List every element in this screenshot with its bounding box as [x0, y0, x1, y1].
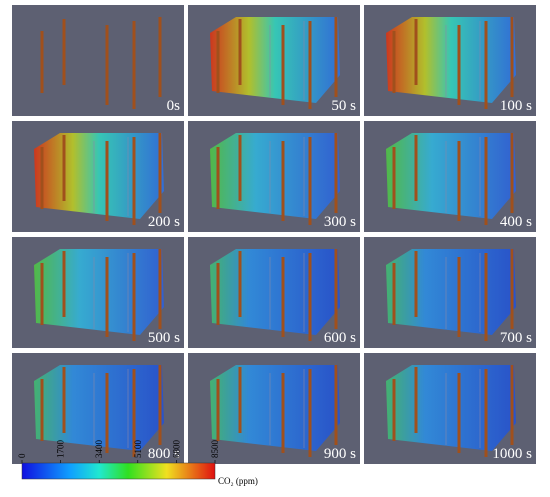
co2-volume [386, 133, 516, 219]
time-label: 500 s [148, 330, 180, 346]
time-label: 200 s [148, 214, 180, 230]
time-label: 0s [167, 98, 181, 114]
panel: 500 s [12, 237, 184, 348]
colorbar-tick-label: 1700 [56, 440, 66, 459]
panel: 700 s [364, 237, 536, 348]
time-label: 600 s [324, 330, 356, 346]
colorbar-tick-label: 6800 [171, 440, 181, 459]
time-label: 400 s [500, 214, 532, 230]
panel: 800 s [12, 353, 184, 464]
panel: 0s [12, 5, 184, 116]
colorbar-label: CO₂ (ppm) [218, 476, 258, 486]
co2-volume [210, 133, 340, 219]
co2-volume [34, 133, 164, 219]
time-label: 50 s [331, 98, 356, 114]
colorbar [21, 462, 216, 480]
panel: 600 s [188, 237, 360, 348]
panel: 900 s [188, 353, 360, 464]
panel: 100 s [364, 5, 536, 116]
panel: 200 s [12, 121, 184, 232]
time-label: 1000 s [492, 446, 532, 462]
time-label: 700 s [500, 330, 532, 346]
panel: 400 s [364, 121, 536, 232]
panel: 50 s [188, 5, 360, 116]
panel-background [12, 5, 184, 116]
colorbar-tick-label: 3400 [94, 440, 104, 459]
co2-volume [386, 17, 516, 103]
co2-volume [210, 17, 340, 103]
co2-volume [210, 249, 340, 335]
co2-volume [34, 365, 164, 451]
panel: 1000 s [364, 353, 536, 464]
time-label: 300 s [324, 214, 356, 230]
time-label: 100 s [500, 98, 532, 114]
co2-volume [34, 249, 164, 335]
colorbar-tick-label: 5100 [133, 440, 143, 459]
panel: 300 s [188, 121, 360, 232]
co2-volume [386, 365, 516, 451]
colorbar-tick-label: 8500 [210, 440, 220, 459]
time-label: 900 s [324, 446, 356, 462]
co2-volume [386, 249, 516, 335]
colorbar-tick-label: 0 [17, 453, 27, 458]
time-label: 800 s [148, 446, 180, 462]
co2-volume [210, 365, 340, 451]
